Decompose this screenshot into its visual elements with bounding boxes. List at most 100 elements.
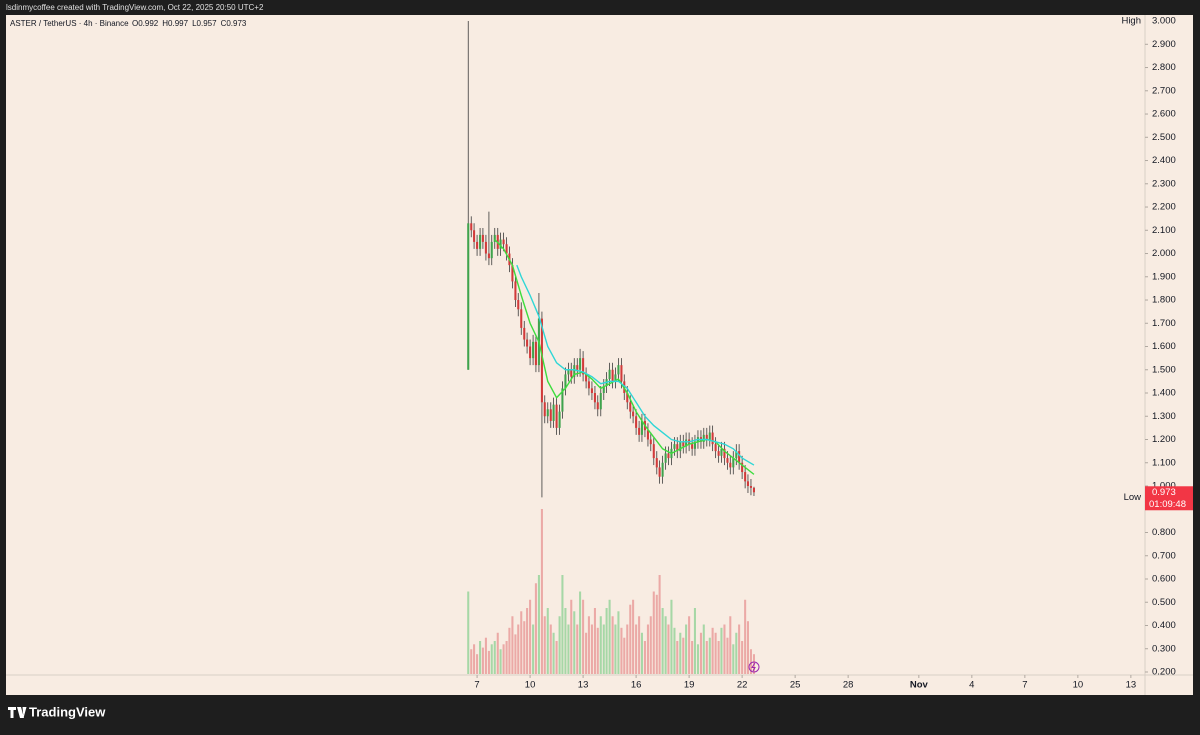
candle-body <box>493 234 496 242</box>
candle-body <box>587 381 590 389</box>
candle-body <box>676 444 679 452</box>
volume-bar <box>626 624 629 674</box>
event-icon <box>751 662 756 672</box>
volume-bar <box>602 624 605 674</box>
volume-bar <box>582 599 585 674</box>
candle-body <box>729 462 732 468</box>
x-tick-label: 22 <box>737 680 748 691</box>
candle-body <box>561 388 564 412</box>
volume-bar <box>573 611 576 674</box>
volume-bar <box>699 632 702 674</box>
x-tick-label: 13 <box>1126 680 1137 691</box>
candle-body <box>664 453 667 463</box>
candle-body <box>744 472 747 482</box>
candle-body <box>590 388 593 394</box>
volume-bar <box>529 599 532 674</box>
volume-bar <box>623 637 626 674</box>
volume-bar <box>723 624 726 674</box>
volume-bar <box>596 627 599 674</box>
candle-body <box>599 393 602 410</box>
volume-bar <box>511 616 514 674</box>
y-tick-label: 0.500 <box>1152 597 1176 608</box>
candle-body <box>481 234 484 242</box>
candle-body <box>520 309 523 328</box>
candle-body <box>679 441 682 452</box>
candle-body <box>752 487 755 493</box>
candle-body <box>702 434 705 442</box>
y-tick-label: 0.300 <box>1152 643 1176 654</box>
candle-body <box>479 234 482 249</box>
brand-logo <box>8 707 27 718</box>
volume-bar <box>611 616 614 674</box>
low-label: Low <box>1124 492 1142 503</box>
volume-bar <box>720 627 723 674</box>
x-tick-label: 4 <box>969 680 974 691</box>
candle-body <box>726 458 729 463</box>
candle-body <box>490 241 493 259</box>
candle-body <box>640 420 643 435</box>
candle-body <box>741 462 744 473</box>
x-tick-label: 10 <box>1073 680 1084 691</box>
y-tick-label: 2.600 <box>1152 109 1176 120</box>
volume-bar <box>691 641 694 674</box>
chart-background <box>6 15 1193 695</box>
candle-body <box>714 444 717 452</box>
plot <box>467 21 755 674</box>
volume-bar <box>688 616 691 674</box>
y-tick-label: 2.900 <box>1152 39 1176 50</box>
high-value: 3.000 <box>1152 16 1176 27</box>
candle-body <box>646 430 649 440</box>
volume-bar <box>643 641 646 674</box>
candle-body <box>705 434 708 440</box>
y-tick-label: 1.400 <box>1152 388 1176 399</box>
candle-body <box>635 416 638 428</box>
candle-body <box>558 411 561 428</box>
candle-body <box>526 339 529 347</box>
candle-body <box>473 230 476 242</box>
candle-body <box>732 458 735 468</box>
volume-bar <box>696 644 699 674</box>
y-tick-label: 1.100 <box>1152 457 1176 468</box>
candle-body <box>685 439 688 447</box>
candle-body <box>602 386 605 394</box>
y-tick-label: 1.700 <box>1152 318 1176 329</box>
volume-bar <box>564 608 567 674</box>
y-tick-label: 1.900 <box>1152 271 1176 282</box>
volume-bar <box>738 624 741 674</box>
candle-body <box>638 427 641 435</box>
y-tick-label: 2.700 <box>1152 85 1176 96</box>
candle-body <box>723 448 726 459</box>
candle-body <box>502 239 505 245</box>
volume-bar <box>537 575 540 674</box>
y-tick-label: 2.400 <box>1152 155 1176 166</box>
volume-bar <box>693 608 696 674</box>
candle-body <box>484 241 487 254</box>
candle-body <box>579 358 582 370</box>
candle-body <box>573 365 576 377</box>
volume-bar <box>708 637 711 674</box>
volume-bar <box>585 632 588 674</box>
candle-body <box>629 402 632 412</box>
candle-body <box>658 467 661 477</box>
ma-line <box>516 264 755 466</box>
candle-body <box>682 441 685 447</box>
candle-body <box>549 409 552 421</box>
legend-key: C <box>221 19 227 28</box>
volume-bar <box>614 624 617 674</box>
header: lsdinmycoffee created with TradingView.c… <box>6 3 264 12</box>
y-tick-label: 1.000 <box>1152 481 1176 492</box>
volume-bar <box>555 641 558 674</box>
volume-bar <box>744 599 747 674</box>
candle-body <box>735 451 738 459</box>
y-tick-label: 2.200 <box>1152 202 1176 213</box>
volume-bar <box>546 608 549 674</box>
candle-body <box>467 223 470 370</box>
volume-bar <box>593 608 596 674</box>
candle-body <box>487 253 490 259</box>
volume-bar <box>749 649 752 674</box>
candle-body <box>593 393 596 403</box>
volume-bar <box>520 611 523 674</box>
countdown: 01:09:48 <box>1149 499 1186 510</box>
volume-bar <box>605 608 608 674</box>
